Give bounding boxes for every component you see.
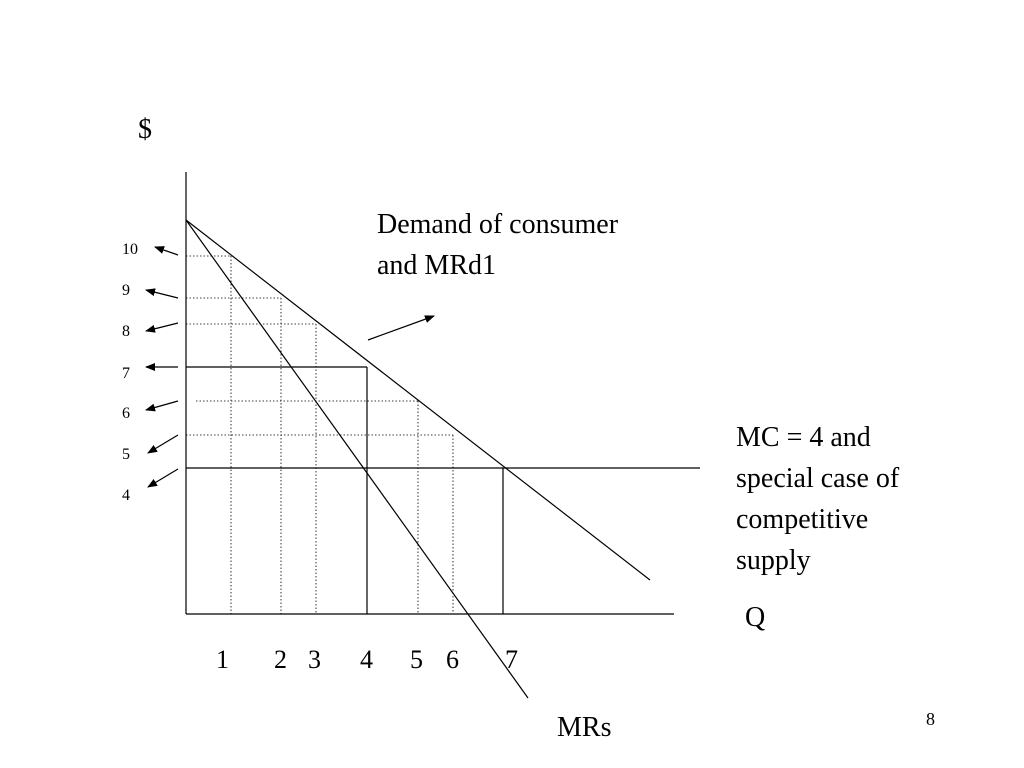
y-axis-symbol: $: [138, 114, 152, 145]
demand-note-arrow: [367, 315, 435, 341]
price-arrows: [145, 246, 179, 488]
x-tick-label: 3: [308, 645, 321, 674]
demand-line: [185, 219, 651, 581]
marginal-revenue-line: [185, 219, 529, 699]
x-axis-label: Q: [745, 602, 766, 633]
solid-guides: [186, 366, 504, 614]
x-tick-label: 4: [360, 645, 373, 674]
mc-note-line-4: supply: [736, 545, 811, 576]
y-tick-label: 6: [122, 405, 130, 422]
y-tick-label: 9: [122, 282, 130, 299]
arrow-4: [147, 468, 179, 488]
mc-note-line-2: special case of: [736, 463, 900, 494]
dotted-horizontal-guides: [186, 255, 453, 436]
y-tick-label: 7: [122, 365, 130, 382]
mc-note-line-3: competitive: [736, 504, 869, 535]
arrow-10: [154, 246, 179, 256]
page-number: 8: [926, 709, 935, 729]
y-tick-label: 5: [122, 446, 130, 463]
y-tick-label: 8: [122, 323, 130, 340]
y-tick-label: 4: [122, 487, 130, 504]
demand-note: Demand of consumer and MRd1: [377, 204, 618, 286]
mr-label: MRs: [557, 712, 612, 743]
x-tick-label: 1: [216, 645, 229, 674]
x-tick-label: 5: [410, 645, 423, 674]
arrow-6: [145, 400, 179, 412]
mc-note-line-1: MC = 4 and: [736, 422, 871, 453]
arrow-9: [145, 288, 179, 299]
x-tick-label: 7: [505, 645, 518, 674]
y-tick-label: 10: [122, 241, 138, 258]
x-tick-label: 2: [274, 645, 287, 674]
mc-note: MC = 4 and special case of competitive s…: [736, 417, 899, 581]
x-tick-label: 6: [446, 645, 459, 674]
arrow-5: [147, 434, 179, 454]
demand-note-line-1: Demand of consumer: [377, 209, 619, 240]
dotted-vertical-guides: [230, 256, 454, 614]
arrow-8: [145, 322, 179, 333]
demand-note-line-2: and MRd1: [377, 250, 496, 281]
